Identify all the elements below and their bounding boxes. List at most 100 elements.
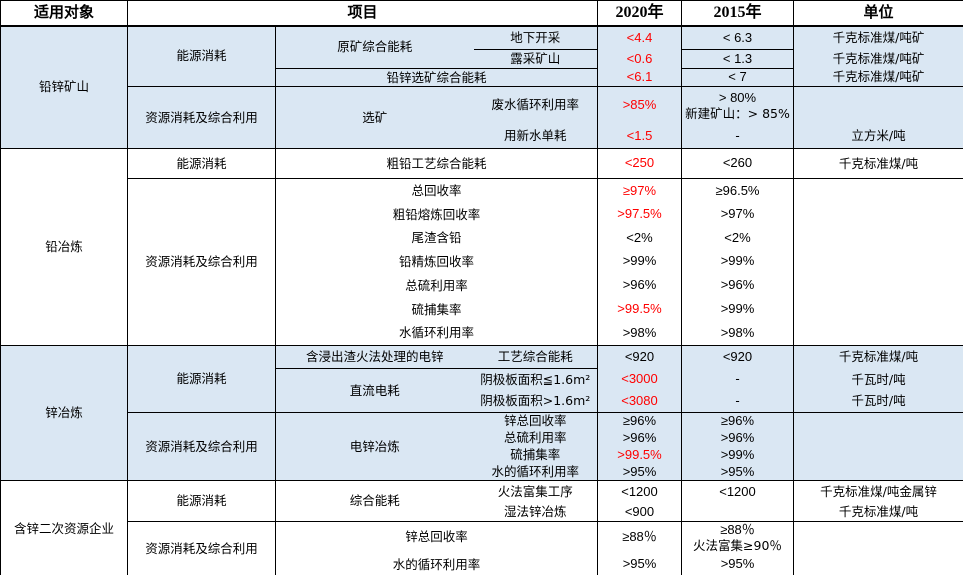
unit-crude-lead-energy: 千克标准煤/吨 [793, 148, 963, 179]
section-lead-smelting: 铅冶炼 能源消耗 粗铅工艺综合能耗 <250 <260 千克标准煤/吨 资源消耗… [0, 148, 963, 346]
value-2020-fresh-water: <1.5 [597, 123, 682, 149]
header-row: 适用对象 项目 2020年 2015年 单位 [0, 0, 963, 27]
value-2015-process-energy: <920 [681, 345, 794, 369]
value-2020-wastewater: >85% [597, 86, 682, 124]
table-row: 硫捕集率 >99.5% >99% [1, 297, 963, 322]
cell-unit-empty [793, 226, 963, 250]
section-label-secondary-zinc: 含锌二次资源企业 [13, 520, 114, 536]
value-2015-sulfur-capture: >99% [681, 297, 794, 322]
value-2015-sulfur-capture: >99% [681, 446, 794, 464]
unit-hydro-zinc: 千克标准煤/吨 [793, 502, 963, 522]
value-2015-beneficiation-energy: < 7 [681, 68, 794, 87]
table-row: 资源消耗及综合利用 选矿 废水循环利用率 >85% > 80% 新建矿山：> 8… [1, 86, 963, 149]
item-sulfur-capture-rate: 硫捕集率 [275, 297, 598, 322]
value-2015-cathode-small: - [681, 368, 794, 391]
value-2015-fresh-water: - [681, 123, 794, 149]
table-row: 资源消耗及综合利用 锌总回收率 ≥88％ ≥88％ 火法富集≥90％ [1, 521, 963, 575]
category-energy-consumption: 能源消耗 [127, 25, 276, 87]
table-row: 总硫利用率 >96% >96% [1, 429, 963, 447]
cell-unit-empty [793, 521, 963, 553]
item-beneficiation-energy: 铅锌选矿综合能耗 [275, 68, 598, 87]
table-row: 铅锌选矿综合能耗 <6.1 < 7 千克标准煤/吨矿 [1, 68, 963, 87]
table-row: 含锌二次资源企业 能源消耗 综合能耗 火法富集工序 <1200 <1200 千克… [1, 480, 963, 536]
section-label-lead-smelting: 铅冶炼 [45, 239, 83, 255]
value-2020-crude-lead-energy: <250 [597, 148, 682, 179]
value-2015-zinc-recovery-line1: ≥88％ [720, 522, 755, 537]
value-2015-crude-lead-recovery: >97% [681, 202, 794, 227]
cell-unit-empty [793, 297, 963, 322]
table-row: 水循环利用率 >98% >98% [1, 321, 963, 346]
group-electro-zinc-with-pyro-residue: 含浸出渣火法处理的电锌 [275, 345, 474, 369]
group-comprehensive-energy: 综合能耗 [275, 480, 474, 522]
value-2015-zinc-recovery-line2: 火法富集≥90％ [693, 537, 782, 553]
cell-unit-empty [793, 178, 963, 203]
cell-unit-empty [793, 86, 963, 124]
value-2015-refining-recovery: >99% [681, 249, 794, 274]
value-2015-hydro-zinc [681, 502, 794, 522]
group-dc-power-consumption: 直流电耗 [275, 368, 474, 413]
value-2020-sulfur-capture: >99.5% [597, 297, 682, 322]
cell-unit-empty [793, 321, 963, 346]
value-2015-wastewater-line2: 新建矿山：> 85% [685, 105, 790, 121]
item-hydro-zinc-smelting: 湿法锌冶炼 [473, 502, 598, 522]
item-pyro-enrichment-process: 火法富集工序 [497, 483, 573, 499]
table-row: 用新水单耗 <1.5 - 立方米/吨 [1, 123, 963, 149]
item-cathode-plate-large: 阴极板面积>1.6m² [473, 390, 598, 413]
cell-unit-empty [793, 202, 963, 227]
section-zinc-smelting: 锌冶炼 能源消耗 含浸出渣火法处理的电锌 工艺综合能耗 <920 <920 千克… [0, 345, 963, 481]
item-lead-refining-recovery: 铅精炼回收率 [275, 249, 598, 274]
value-2015-underground: < 6.3 [681, 25, 794, 50]
item-zinc-total-recovery: 锌总回收率 [275, 521, 598, 553]
value-2020-water-recycling: >98% [597, 321, 682, 346]
table-row: 粗铅熔炼回收率 >97.5% >97% [1, 202, 963, 227]
category-energy-consumption: 能源消耗 [127, 480, 276, 522]
section-lead-zinc-mine: 铅锌矿山 能源消耗 原矿综合能耗 地下开采 <4.4 < 6.3 千克标准煤/吨… [0, 25, 963, 149]
cell-unit-empty [793, 412, 963, 430]
item-water-recycling-rate: 水循环利用率 [275, 321, 598, 346]
value-2020-sulfur-utilization: >96% [597, 273, 682, 298]
table-row: 总硫利用率 >96% >96% [1, 273, 963, 298]
item-total-sulfur-utilization: 总硫利用率 [275, 273, 598, 298]
value-2020-zinc-recovery: ≥96% [597, 412, 682, 430]
col-header-applicable-object: 适用对象 [0, 0, 128, 27]
cell-unit-empty [793, 463, 963, 481]
table-row: 露采矿山 <0.6 < 1.3 千克标准煤/吨矿 [1, 49, 963, 69]
item-tailings-lead-content: 尾渣含铅 [275, 226, 598, 250]
section-secondary-zinc: 含锌二次资源企业 能源消耗 综合能耗 火法富集工序 <1200 <1200 千克… [1, 480, 963, 575]
value-2020-water-recycling: >95% [597, 552, 682, 575]
value-2020-total-recovery: ≥97% [597, 178, 682, 203]
value-2020-pyro-enrichment: <1200 [597, 480, 682, 503]
col-header-2015: 2015年 [681, 0, 794, 27]
value-2020-underground: <4.4 [597, 25, 682, 50]
category-energy-consumption: 能源消耗 [127, 345, 276, 413]
item-water-recycling-rate: 水的循环利用率 [275, 552, 598, 575]
cell-unit-empty [793, 249, 963, 274]
value-2020-sulfur-capture: >99.5% [597, 446, 682, 464]
unit-beneficiation-energy: 千克标准煤/吨矿 [793, 68, 963, 87]
table-row: 铅锌矿山 能源消耗 原矿综合能耗 地下开采 <4.4 < 6.3 千克标准煤/吨… [0, 25, 963, 149]
item-water-recycling-rate: 水的循环利用率 [473, 463, 598, 481]
value-2015-total-recovery: ≥96.5% [681, 178, 794, 203]
value-2020-zinc-recovery: ≥88％ [597, 521, 682, 553]
value-2020-water-recycling: >95% [597, 463, 682, 481]
item-open-pit-mine: 露采矿山 [473, 49, 598, 69]
value-2015-tailings-lead: <2% [681, 226, 794, 250]
item-total-recovery-rate: 总回收率 [275, 178, 598, 203]
value-2015-water-recycling: >95% [681, 463, 794, 481]
value-2015-sulfur-utilization: >96% [681, 429, 794, 447]
value-2015-water-recycling: >95% [681, 552, 794, 575]
value-2020-cathode-small: <3000 [597, 368, 682, 391]
item-zinc-total-recovery: 锌总回收率 [473, 412, 598, 430]
value-2020-process-energy: <920 [597, 345, 682, 369]
unit-cathode-large: 千瓦时/吨 [793, 390, 963, 413]
table-header: 适用对象 项目 2020年 2015年 单位 [0, 0, 963, 27]
value-2015-wastewater: > 80% 新建矿山：> 85% [681, 86, 794, 124]
unit-fresh-water: 立方米/吨 [793, 123, 963, 149]
value-2020-hydro-zinc: <900 [597, 502, 682, 522]
category-resource-utilization: 资源消耗及综合利用 [127, 86, 276, 149]
value-2015-open-pit: < 1.3 [681, 49, 794, 69]
group-ore-comprehensive-energy: 原矿综合能耗 [275, 25, 474, 69]
table-row: 资源消耗及综合利用 总回收率 ≥97% ≥96.5% [1, 178, 963, 346]
